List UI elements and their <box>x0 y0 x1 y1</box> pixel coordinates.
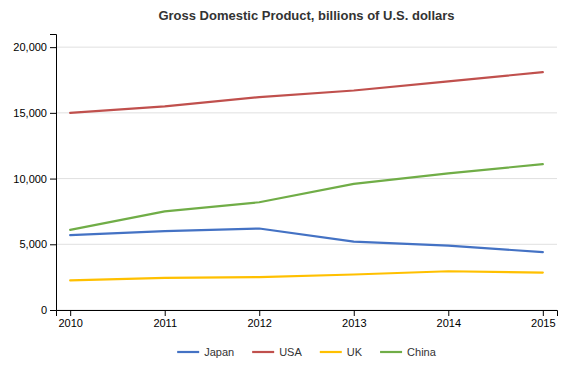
tick: 2013 <box>342 310 366 329</box>
axis-line <box>57 311 558 317</box>
legend-label: China <box>407 346 437 358</box>
tick: 2010 <box>58 310 82 329</box>
grid <box>56 47 557 310</box>
tick-mark <box>448 310 449 316</box>
tick-label: 20,000 <box>13 41 47 53</box>
grid-line <box>56 244 557 245</box>
tick: 2015 <box>531 310 555 329</box>
legend-swatch <box>320 351 342 353</box>
tick-mark <box>50 310 56 311</box>
tick-label: 15,000 <box>13 107 47 119</box>
lines <box>70 72 543 280</box>
grid-line <box>56 178 557 179</box>
series-line <box>70 229 543 253</box>
legend-item: USA <box>252 346 302 358</box>
legend-label: UK <box>347 346 363 358</box>
grid-line <box>56 112 557 113</box>
grid-line <box>56 47 557 48</box>
tick-mark <box>50 113 56 114</box>
legend-item: China <box>380 346 437 358</box>
tick-label: 0 <box>41 304 47 316</box>
legend-swatch <box>380 351 402 353</box>
chart: 2010 2011 2012 2013 2014 2015 0 5,000 10,000 15,0… <box>0 0 575 372</box>
tick: 0 <box>41 304 56 316</box>
tick-label: 2012 <box>247 317 271 329</box>
tick: 2014 <box>437 310 461 329</box>
axis-line <box>50 35 57 311</box>
series-line <box>70 72 543 113</box>
legend-label: USA <box>279 346 302 358</box>
legend-swatch <box>177 351 199 353</box>
series-line <box>70 164 543 230</box>
tick: 20,000 <box>13 41 56 53</box>
tick-label: 2010 <box>58 317 82 329</box>
y-axis: 0 5,000 10,000 15,000 20,000 <box>13 35 56 317</box>
tick: 2012 <box>247 310 271 329</box>
tick-mark <box>50 244 56 245</box>
tick: 15,000 <box>13 107 56 119</box>
tick-mark <box>354 310 355 316</box>
x-axis: 2010 2011 2012 2013 2014 2015 <box>57 310 558 329</box>
tick-label: 2015 <box>531 317 555 329</box>
tick: 2011 <box>153 310 177 329</box>
tick-label: 2013 <box>342 317 366 329</box>
tick-mark <box>50 47 56 48</box>
tick-mark <box>543 310 544 316</box>
tick-label: 2011 <box>153 317 177 329</box>
tick-label: 2014 <box>437 317 461 329</box>
legend-swatch <box>252 351 274 353</box>
legend: Japan USA UK China <box>177 346 437 358</box>
tick-mark <box>165 310 166 316</box>
plot: 2010 2011 2012 2013 2014 2015 0 5,000 10,000 15,0… <box>13 35 557 329</box>
legend-item: UK <box>320 346 363 358</box>
tick: 10,000 <box>13 173 56 185</box>
legend-item: Japan <box>177 346 234 358</box>
tick-label: 10,000 <box>13 173 47 185</box>
tick-label: 5,000 <box>19 238 47 250</box>
tick-mark <box>50 179 56 180</box>
tick-mark <box>259 310 260 316</box>
series-line <box>70 271 543 280</box>
tick-mark <box>70 310 71 316</box>
legend-label: Japan <box>204 346 234 358</box>
title: Gross Domestic Product, billions of U.S.… <box>158 8 454 23</box>
tick: 5,000 <box>19 238 56 250</box>
